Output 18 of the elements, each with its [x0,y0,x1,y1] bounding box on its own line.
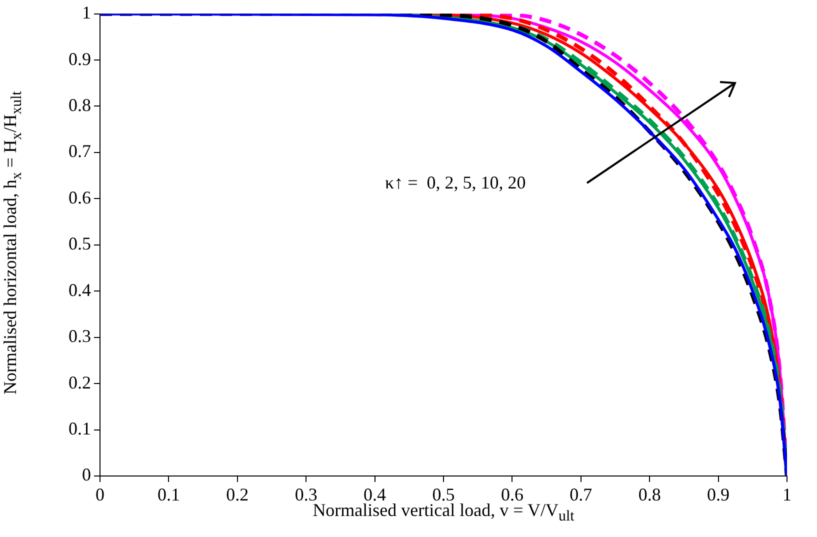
x-tick-label: 0.8 [638,484,661,505]
y-tick-label: 0.6 [68,187,91,208]
x-tick-label: 0 [96,484,104,505]
y-tick-label: 0.1 [68,418,91,439]
x-tick-label: 0.2 [226,484,249,505]
y-tick-label: 0.4 [68,280,91,300]
y-tick-label: 0 [82,464,91,485]
y-tick-label: 0.7 [68,141,91,162]
y-tick-label: 0.8 [68,94,91,115]
y-tick-label: 0.5 [68,234,91,254]
x-tick-label: 0.1 [157,484,180,505]
y-tick-label: 0.3 [68,326,91,346]
y-tick-label: 0.2 [68,372,91,392]
y-tick-label: 0.9 [68,48,91,69]
x-tick-label: 0.9 [707,484,730,505]
annotation: κ↑ = 0, 2, 5, 10, 20 [385,172,526,193]
x-tick-label: 1 [782,484,792,505]
y-tick-label: 1 [82,2,91,23]
